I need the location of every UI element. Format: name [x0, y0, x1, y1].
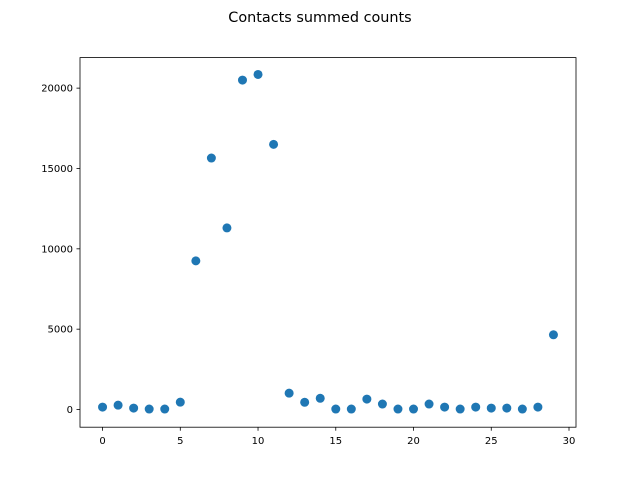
y-tick-label: 15000	[41, 164, 73, 175]
x-tick-label: 5	[177, 436, 183, 447]
data-point	[191, 256, 201, 266]
x-tick-label: 15	[329, 436, 342, 447]
data-point	[98, 402, 108, 412]
data-point	[129, 403, 139, 413]
data-point	[315, 393, 325, 403]
data-point	[471, 402, 481, 412]
x-tick-label: 30	[563, 436, 576, 447]
data-point	[548, 330, 558, 340]
x-tick-label: 0	[99, 436, 105, 447]
data-point	[377, 399, 387, 409]
data-point	[237, 75, 247, 85]
data-point	[502, 403, 512, 413]
data-point	[206, 153, 216, 163]
data-points	[98, 69, 558, 414]
chart-title: Contacts summed counts	[228, 10, 411, 26]
data-point	[175, 397, 185, 407]
data-point	[455, 404, 465, 414]
x-tick-label: 25	[485, 436, 498, 447]
data-point	[486, 403, 496, 413]
data-point	[393, 404, 403, 414]
data-point	[533, 402, 543, 412]
data-point	[424, 399, 434, 409]
data-point	[144, 404, 154, 414]
data-point	[409, 404, 419, 414]
y-tick-label: 0	[67, 405, 73, 416]
data-point	[222, 223, 232, 233]
y-tick-label: 5000	[48, 325, 73, 336]
data-point	[113, 400, 123, 410]
data-point	[160, 404, 170, 414]
data-point	[440, 402, 450, 412]
x-tick-label: 10	[252, 436, 265, 447]
data-point	[300, 397, 310, 407]
axis-ticks: 0 5 10 15 20 25 30 0 5000 10000 15000 20000	[41, 84, 575, 448]
data-point	[284, 388, 294, 398]
y-tick-label: 10000	[41, 244, 73, 255]
data-point	[331, 404, 341, 414]
data-point	[517, 404, 527, 414]
data-point	[362, 394, 372, 404]
data-point	[346, 404, 356, 414]
x-tick-label: 20	[407, 436, 420, 447]
plot-frame	[79, 57, 577, 428]
data-point	[253, 69, 263, 79]
y-tick-label: 20000	[41, 84, 73, 95]
data-point	[269, 139, 279, 149]
